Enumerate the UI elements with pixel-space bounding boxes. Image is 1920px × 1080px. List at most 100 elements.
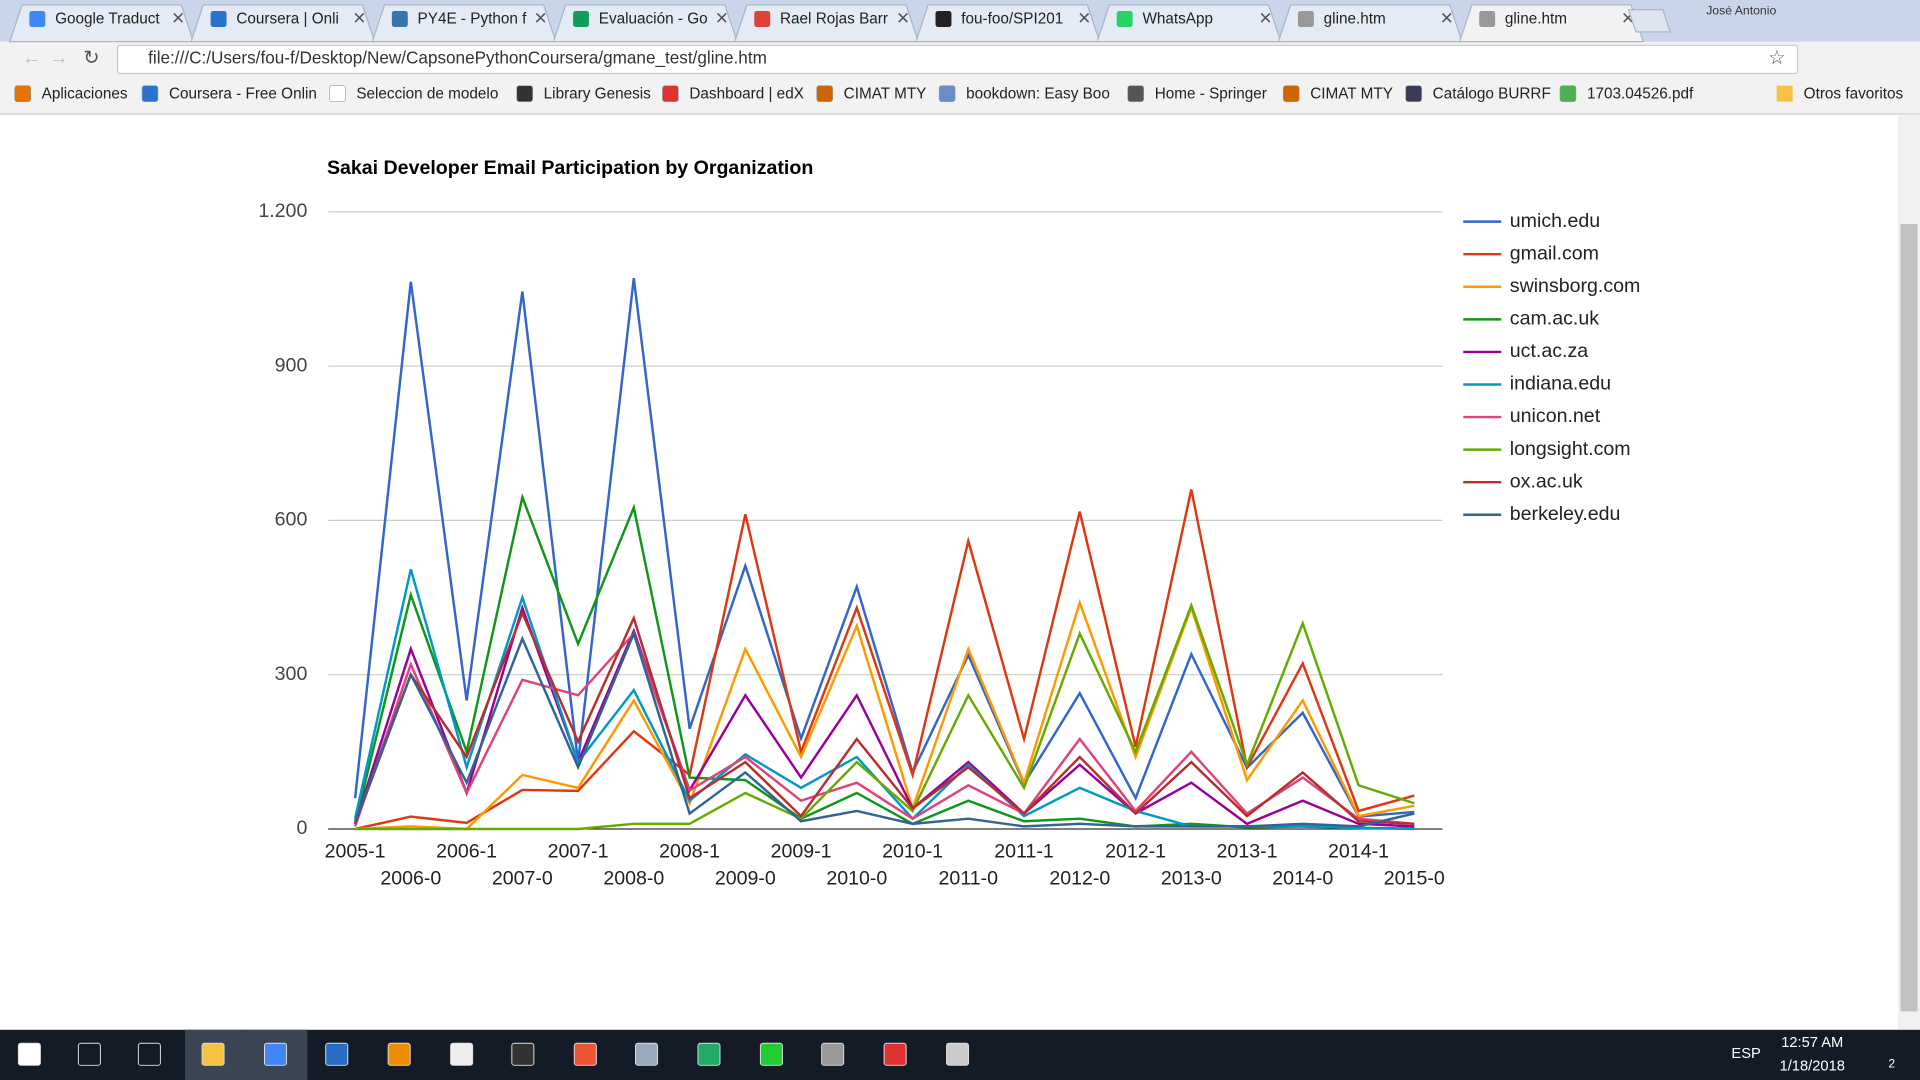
bookmark[interactable]: CIMAT MTY [844, 85, 927, 102]
folder-icon [1776, 85, 1793, 102]
tab-close[interactable] [1441, 12, 1452, 23]
tab[interactable] [915, 4, 1101, 43]
bookmark[interactable]: Dashboard | edX [689, 85, 804, 102]
x-tick-label: 2007-0 [492, 867, 553, 889]
tab[interactable] [1277, 4, 1463, 43]
bookmark[interactable]: CIMAT MTY [1310, 85, 1393, 102]
bookmark[interactable]: Seleccion de modelo [356, 85, 498, 102]
url[interactable]: file:///C:/Users/fou-f/Desktop/New/Capso… [148, 47, 767, 67]
series-line [355, 598, 1415, 831]
tab-icon [210, 11, 227, 27]
tab[interactable] [371, 4, 557, 43]
legend-label: berkeley.edu [1510, 503, 1621, 525]
back-button[interactable]: ← [22, 47, 42, 69]
legend-label: indiana.edu [1510, 373, 1611, 395]
y-tick-label: 1.200 [258, 200, 307, 222]
other-bookmarks[interactable]: Otros favoritos [1804, 85, 1904, 102]
taskbar-icon[interactable] [759, 1042, 783, 1066]
bookmark[interactable]: Home - Springer [1155, 85, 1267, 102]
taskbar-icon[interactable] [77, 1042, 101, 1066]
bookmark[interactable]: 1703.04526.pdf [1587, 85, 1694, 102]
tab-title[interactable]: Google Traduct [55, 11, 160, 28]
tab-title[interactable]: Coursera | Onli [236, 11, 339, 28]
address-bar[interactable] [116, 44, 1799, 75]
series-line [354, 489, 1415, 831]
bookmark-icon [816, 85, 833, 102]
bookmark-star[interactable]: ☆ [1768, 47, 1786, 69]
bookmark-icon [14, 85, 31, 102]
taskbar-icon[interactable] [511, 1042, 535, 1066]
x-tick-label: 2012-1 [1105, 840, 1166, 862]
x-tick-label: 2008-1 [659, 840, 720, 862]
tab-close[interactable] [898, 12, 908, 23]
tab-title[interactable]: WhatsApp [1142, 11, 1213, 28]
tab-icon [1297, 11, 1314, 27]
clock-date[interactable]: 1/18/2018 [1780, 1058, 1845, 1074]
taskbar-icon[interactable] [821, 1042, 845, 1066]
tab[interactable] [8, 4, 195, 43]
taskbar-icon[interactable] [264, 1042, 288, 1066]
bookmark[interactable]: Aplicaciones [42, 85, 128, 102]
tab[interactable] [1458, 4, 1645, 43]
tab[interactable] [733, 4, 920, 43]
tab-close[interactable] [1260, 12, 1271, 23]
new-tab[interactable] [1627, 9, 1672, 33]
taskbar-icon[interactable] [635, 1042, 659, 1066]
bookmark[interactable]: Coursera - Free Onlin [169, 85, 317, 102]
tab-close[interactable] [1079, 12, 1090, 23]
tab-title[interactable]: gline.htm [1324, 11, 1386, 28]
bookmark-icon [329, 85, 346, 102]
x-tick-label: 2011-1 [994, 840, 1054, 862]
taskbar-icon[interactable] [325, 1042, 349, 1066]
scrollbar-thumb[interactable] [1900, 224, 1918, 1012]
taskbar-icon[interactable] [201, 1042, 225, 1066]
tab-title[interactable]: Rael Rojas Barr [780, 11, 888, 28]
taskbar-icon[interactable] [137, 1042, 161, 1066]
x-tick-label: 2008-0 [603, 867, 664, 889]
tab-icon [573, 11, 589, 27]
bookmark[interactable]: Library Genesis [544, 85, 651, 102]
tab-close[interactable] [535, 12, 546, 23]
bookmark[interactable]: bookdown: Easy Boo [966, 85, 1110, 102]
tab[interactable] [1096, 4, 1282, 43]
clock-time[interactable]: 12:57 AM [1781, 1035, 1843, 1051]
taskbar-icon[interactable] [697, 1042, 721, 1066]
tab-title[interactable]: gline.htm [1505, 11, 1567, 28]
series-line [353, 609, 1415, 826]
x-tick-label: 2010-1 [882, 840, 943, 862]
taskbar-icon[interactable] [17, 1042, 41, 1066]
bookmark-icon [1559, 85, 1577, 102]
tab-close[interactable] [173, 12, 184, 23]
x-tick-label: 2005-1 [325, 840, 386, 862]
taskbar-icon[interactable] [883, 1042, 907, 1066]
x-tick-label: 2006-1 [436, 840, 497, 862]
tab-title[interactable]: PY4E - Python f [418, 11, 528, 28]
taskbar-icon[interactable] [387, 1042, 411, 1066]
y-tick-label: 0 [296, 817, 307, 839]
series-line [353, 278, 1415, 818]
tab-title[interactable]: fou-foo/SPI201 [961, 11, 1063, 28]
legend-label: umich.edu [1510, 210, 1600, 232]
taskbar-icon[interactable] [946, 1042, 970, 1066]
x-tick-label: 2010-0 [826, 867, 887, 889]
bookmark[interactable]: Catálogo BURRF [1433, 85, 1551, 102]
tab-icon [935, 11, 952, 27]
tab[interactable] [552, 4, 738, 43]
taskbar-icon[interactable] [573, 1042, 597, 1066]
tab[interactable] [190, 4, 376, 43]
reload-button[interactable]: ↻ [83, 47, 99, 69]
tab-icon [29, 11, 46, 27]
window-controls[interactable] [1800, 2, 1920, 23]
tab-title[interactable]: Evaluación - Go [599, 11, 708, 28]
x-tick-label: 2013-0 [1161, 867, 1222, 889]
tab-close[interactable] [354, 12, 365, 23]
forward-button[interactable]: → [49, 47, 69, 69]
series-line [353, 629, 1415, 828]
taskbar-icon[interactable] [450, 1042, 474, 1066]
legend-label: uct.ac.za [1510, 340, 1588, 362]
series-line [355, 601, 1415, 831]
notification-count[interactable]: 2 [1888, 1056, 1895, 1070]
language[interactable]: ESP [1731, 1046, 1761, 1062]
x-tick-label: 2015-0 [1384, 867, 1445, 889]
tab-close[interactable] [716, 12, 727, 23]
